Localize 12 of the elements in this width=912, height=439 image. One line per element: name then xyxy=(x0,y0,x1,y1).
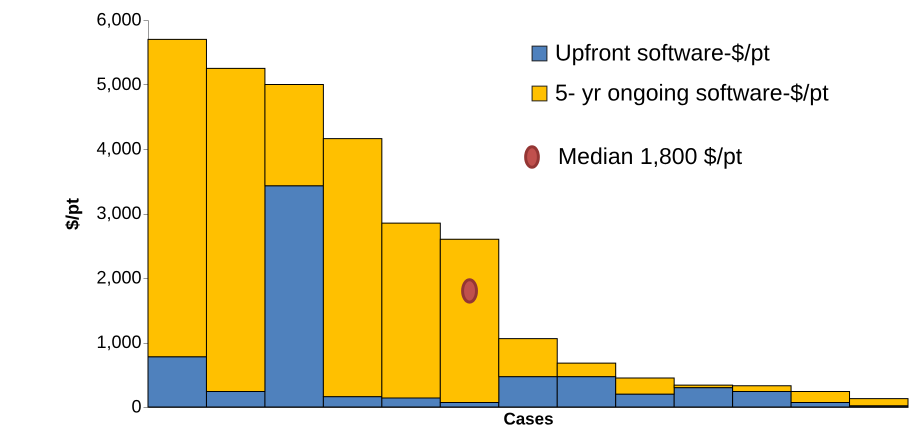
y-tick-label: 0 xyxy=(131,396,142,416)
y-tick-label: 1,000 xyxy=(96,332,142,352)
y-axis-title: $/pt xyxy=(62,198,82,230)
y-tick-label: 2,000 xyxy=(96,268,142,288)
y-tick-label: 4,000 xyxy=(96,138,142,158)
y-tick-label: 3,000 xyxy=(96,203,142,223)
legend-label: 5- yr ongoing software-$/pt xyxy=(555,80,830,106)
y-tick-label: 5,000 xyxy=(96,74,142,94)
y-tick-label: 6,000 xyxy=(96,10,142,30)
legend-label: Median 1,800 $/pt xyxy=(558,143,743,169)
legend-label: Upfront software-$/pt xyxy=(555,40,770,66)
x-axis-title: Cases xyxy=(503,410,554,428)
